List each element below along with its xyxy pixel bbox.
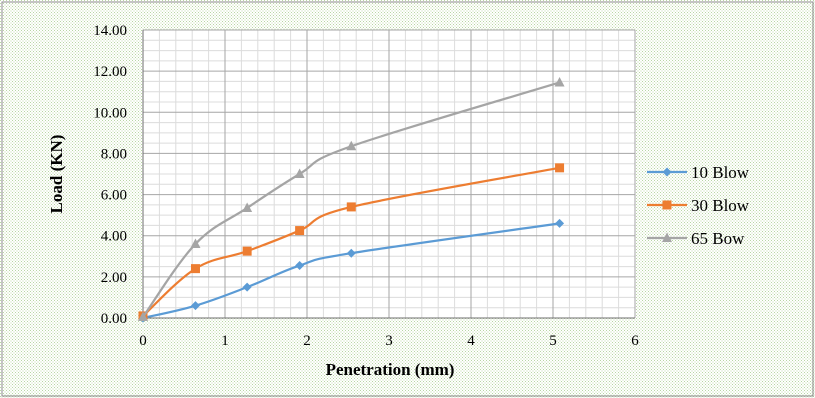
legend-label-10-blow: 10 Blow bbox=[691, 163, 750, 182]
axes bbox=[142, 30, 635, 319]
data-point-65-bow bbox=[242, 202, 253, 212]
data-point-30-blow bbox=[295, 226, 305, 236]
data-point-10-blow bbox=[295, 261, 305, 271]
data-point-65-bow bbox=[346, 140, 357, 151]
data-point-65-bow bbox=[190, 238, 201, 248]
y-tick-label: 2.00 bbox=[101, 270, 127, 286]
legend-marker-30-blow bbox=[662, 200, 672, 210]
y-tick-label: 4.00 bbox=[101, 229, 127, 245]
y-tick-label: 8.00 bbox=[101, 146, 127, 162]
data-point-10-blow bbox=[190, 301, 200, 311]
data-point-65-bow bbox=[554, 76, 565, 87]
tick-labels: 0.00 2.00 4.00 6.00 8.00 10.00 12.00 14.00 0 1 2 3 4… bbox=[93, 23, 639, 349]
data-point-30-blow bbox=[346, 202, 356, 212]
y-tick-label: 12.00 bbox=[93, 64, 127, 80]
x-tick-label: 2 bbox=[303, 333, 311, 349]
legend-item-30-blow: 30 Blow bbox=[647, 196, 750, 215]
data-point-30-blow bbox=[190, 264, 200, 274]
legend-label-30-blow: 30 Blow bbox=[691, 196, 750, 215]
y-tick-label: 14.00 bbox=[93, 23, 127, 39]
x-tick-label: 5 bbox=[549, 333, 557, 349]
legend-label-65-bow: 65 Bow bbox=[691, 229, 745, 248]
data-point-10-blow bbox=[346, 248, 356, 258]
x-tick-label: 4 bbox=[467, 333, 475, 349]
data-point-10-blow bbox=[242, 282, 252, 292]
series-65-bow bbox=[138, 76, 565, 321]
legend-marker-10-blow bbox=[662, 167, 672, 177]
series-layer bbox=[138, 76, 565, 323]
legend: 10 Blow 30 Blow 65 Bow bbox=[647, 163, 750, 248]
y-tick-label: 0.00 bbox=[101, 311, 127, 327]
y-axis-title: Load (KN) bbox=[47, 135, 66, 214]
x-tick-label: 3 bbox=[385, 333, 393, 349]
series-line-65-bow bbox=[142, 81, 560, 318]
x-tick-label: 6 bbox=[631, 333, 639, 349]
data-point-65-bow bbox=[138, 311, 148, 321]
data-point-30-blow bbox=[242, 246, 252, 256]
legend-marker-65-bow bbox=[662, 232, 672, 242]
x-tick-label: 1 bbox=[221, 333, 229, 349]
data-point-10-blow bbox=[555, 218, 565, 228]
legend-item-65-bow: 65 Bow bbox=[647, 229, 745, 248]
y-tick-label: 10.00 bbox=[93, 105, 127, 121]
data-point-65-bow bbox=[294, 168, 305, 178]
x-axis-title: Penetration (mm) bbox=[326, 360, 455, 379]
x-tick-label: 0 bbox=[139, 333, 147, 349]
data-point-30-blow bbox=[555, 163, 565, 173]
y-tick-label: 6.00 bbox=[101, 188, 127, 204]
legend-item-10-blow: 10 Blow bbox=[647, 163, 750, 182]
